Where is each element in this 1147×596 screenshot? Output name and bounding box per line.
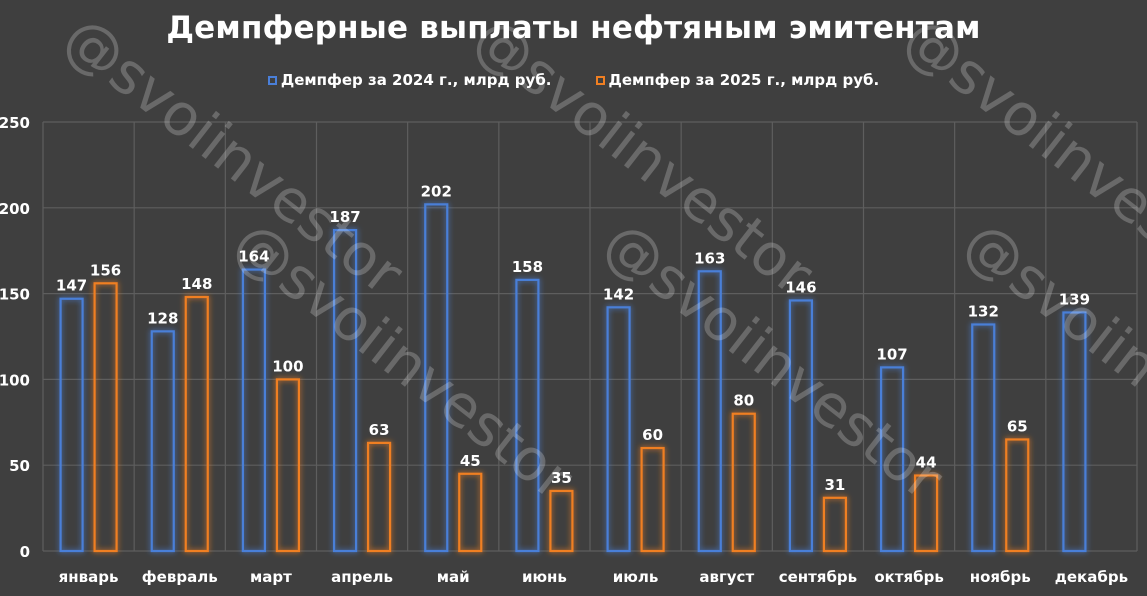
data-label: 156 — [90, 261, 121, 279]
x-tick-label: январь — [59, 568, 119, 586]
y-tick-label: 250 — [0, 114, 30, 132]
x-tick-label: май — [437, 568, 470, 586]
bar-2025 — [275, 378, 301, 553]
legend-item-2025: Демпфер за 2025 г., млрд руб. — [595, 71, 880, 89]
data-label: 107 — [876, 345, 907, 363]
legend-label-2025: Демпфер за 2025 г., млрд руб. — [608, 71, 880, 89]
x-tick-label: апрель — [331, 568, 393, 586]
bar-2025 — [549, 489, 574, 553]
x-tick-label: октябрь — [874, 568, 944, 586]
data-label: 187 — [329, 208, 360, 226]
bar-2025 — [93, 282, 118, 553]
data-label: 80 — [733, 392, 754, 410]
bar-2025 — [731, 412, 756, 553]
x-tick-label: декабрь — [1055, 568, 1128, 586]
data-label: 158 — [512, 258, 543, 276]
x-tick-label: июль — [613, 568, 659, 586]
bar-2025 — [366, 441, 392, 553]
bar-2025 — [458, 472, 483, 553]
bar-2024 — [697, 270, 722, 553]
data-label: 163 — [694, 249, 725, 267]
bar-2024 — [1062, 311, 1087, 553]
bar-2024 — [150, 330, 175, 553]
x-tick-label: август — [699, 568, 754, 586]
bar-2024 — [515, 278, 540, 553]
bar-2025 — [1005, 438, 1030, 553]
legend-label-2024: Демпфер за 2024 г., млрд руб. — [280, 71, 552, 89]
bar-2024 — [332, 229, 358, 553]
chart-title: Демпферные выплаты нефтяным эмитентам — [166, 10, 981, 46]
bar-2025 — [184, 295, 209, 553]
x-tick-label: февраль — [142, 568, 218, 586]
x-tick-label: ноябрь — [970, 568, 1031, 586]
data-label: 142 — [603, 285, 634, 303]
y-tick-label: 100 — [0, 371, 30, 389]
data-label: 44 — [916, 453, 937, 471]
y-axis-ticks: 0 50 100 150 200 250 — [0, 114, 30, 561]
watermark-text: @svoiinvestor — [951, 207, 1147, 513]
data-label: 139 — [1059, 290, 1090, 308]
data-label: 31 — [824, 476, 845, 494]
y-tick-label: 200 — [0, 200, 30, 218]
bar-2025 — [822, 496, 848, 553]
data-label: 128 — [147, 309, 178, 327]
y-tick-label: 50 — [9, 457, 30, 475]
gridlines — [42, 121, 1138, 552]
data-label: 164 — [238, 248, 269, 266]
bar-2025 — [640, 446, 665, 553]
data-label: 202 — [421, 182, 452, 200]
data-label: 60 — [642, 426, 663, 444]
legend-item-2024: Демпфер за 2024 г., млрд руб. — [267, 71, 552, 89]
bars — [59, 203, 1087, 553]
bar-2024 — [788, 299, 814, 553]
data-label: 148 — [181, 275, 212, 293]
x-axis-ticks: январь февраль март апрель май июнь июль август… — [59, 568, 1128, 586]
data-label: 147 — [56, 277, 87, 295]
x-tick-label: март — [250, 568, 292, 586]
bar-2024 — [606, 306, 631, 553]
data-label: 35 — [551, 469, 572, 487]
x-tick-label: июнь — [522, 568, 567, 586]
legend-swatch-2024 — [267, 75, 277, 85]
y-tick-label: 150 — [0, 286, 30, 304]
bar-2024 — [879, 366, 905, 553]
data-label: 45 — [460, 452, 481, 470]
bar-2024 — [424, 203, 449, 553]
data-label: 100 — [272, 357, 303, 375]
bar-2024 — [59, 297, 84, 553]
data-label: 146 — [785, 278, 816, 296]
y-tick-label: 0 — [20, 543, 30, 561]
legend-swatch-2025 — [595, 75, 605, 85]
bar-2024 — [971, 323, 996, 553]
legend: Демпфер за 2024 г., млрд руб. Демпфер за… — [0, 71, 1147, 89]
watermark: @svoiinvestor @svoiinvestor @svoiinvestor@… — [51, 2, 1147, 513]
data-label: 65 — [1007, 417, 1028, 435]
bar-2025 — [913, 474, 939, 553]
data-label: 63 — [369, 421, 390, 439]
bar-2024 — [241, 268, 267, 553]
x-tick-label: сентябрь — [779, 568, 857, 586]
data-label: 132 — [968, 302, 999, 320]
